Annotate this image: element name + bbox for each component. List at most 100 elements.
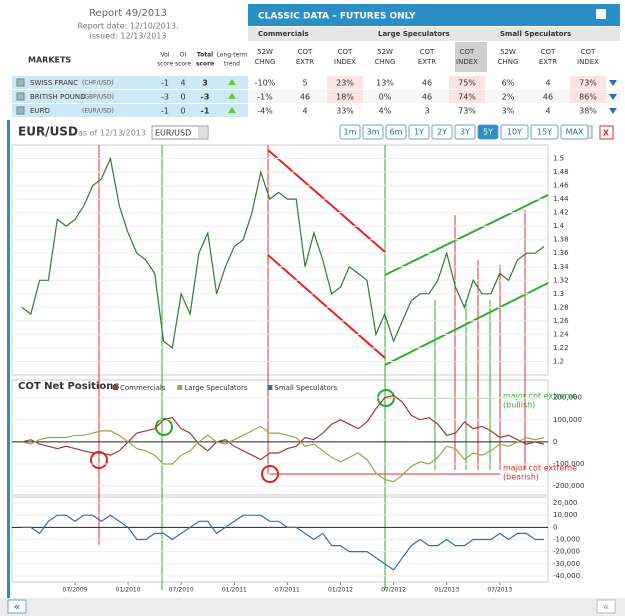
next-button[interactable] xyxy=(596,599,616,614)
x-tick-label: 01/2012 xyxy=(328,587,353,594)
table-cell: 4 xyxy=(545,79,550,88)
market-name[interactable]: EURO xyxy=(30,107,50,115)
table-cell: 4 xyxy=(302,107,307,116)
heat-cell xyxy=(327,104,363,117)
range-button[interactable] xyxy=(431,124,453,140)
y-tick-label: 1.42 xyxy=(553,209,569,217)
range-label[interactable]: 15Y xyxy=(537,128,552,137)
next-label[interactable]: « xyxy=(603,600,610,613)
markets-label: MARKETS xyxy=(28,56,71,65)
y-tick-label: 10,000 xyxy=(553,511,578,519)
series-line xyxy=(21,425,545,483)
market-pair: (EUR/USD) xyxy=(82,108,114,115)
table-cell: 0% xyxy=(379,93,392,102)
select-arrow[interactable] xyxy=(198,127,207,138)
extreme-circle xyxy=(155,418,173,436)
close-label[interactable]: X xyxy=(603,129,610,138)
y-tick-label: 1.2 xyxy=(553,357,564,365)
table-cell: 2% xyxy=(502,93,515,102)
sub-header: COT xyxy=(581,48,596,56)
range-label[interactable]: 1m xyxy=(344,128,357,137)
range-button[interactable] xyxy=(362,124,384,140)
y-tick-label: 1.22 xyxy=(553,344,569,352)
range-label[interactable]: 2Y xyxy=(437,128,447,137)
range-label[interactable]: 6m xyxy=(390,128,403,137)
table-cell: -3 xyxy=(161,93,169,102)
range-button[interactable] xyxy=(530,124,559,140)
sub-header: CHNG xyxy=(375,58,396,66)
close-button[interactable] xyxy=(599,125,614,140)
range-label[interactable]: 10Y xyxy=(507,128,522,137)
table-cell: 3 xyxy=(202,79,208,88)
table-cell: 46 xyxy=(422,79,432,88)
table-title: CLASSIC DATA – FUTURES ONLY xyxy=(258,12,416,22)
row-icon xyxy=(16,106,25,115)
table-cell: 0 xyxy=(180,93,185,102)
y-tick-label: 1.36 xyxy=(553,249,569,257)
row-menu[interactable] xyxy=(609,108,617,114)
range-button[interactable] xyxy=(385,124,407,140)
range-button[interactable] xyxy=(408,124,430,140)
range-label[interactable]: 1Y xyxy=(414,128,424,137)
as-of: as of 12/13/2013 xyxy=(78,129,146,138)
table-cell: -1% xyxy=(257,93,273,102)
y-tick-label: -200,000 xyxy=(553,482,584,490)
range-button[interactable] xyxy=(500,124,529,140)
prev-label[interactable]: « xyxy=(14,600,21,613)
select-value[interactable]: EUR/USD xyxy=(155,129,191,138)
report-title: Report 49/2013 xyxy=(89,8,167,19)
table-cell: -1 xyxy=(161,79,169,88)
report-date: Report date: 12/10/2013, xyxy=(78,22,179,31)
score-header: Long-term xyxy=(217,52,248,59)
y-tick-label: 1.46 xyxy=(553,182,569,190)
table-cell: 86% xyxy=(579,93,597,102)
table-cell: 73% xyxy=(458,107,476,116)
legend-swatch xyxy=(267,385,273,390)
trend-arrow xyxy=(228,107,236,113)
table-cell: 6% xyxy=(502,79,515,88)
sub-header: INDEX xyxy=(456,58,478,66)
heat-cell xyxy=(449,104,485,117)
market-name[interactable]: BRITISH POUND xyxy=(30,93,85,101)
table-cell: 73% xyxy=(579,79,597,88)
channel-line xyxy=(267,254,386,359)
table-cell: 13% xyxy=(376,79,394,88)
range-button[interactable] xyxy=(560,124,589,140)
sub-header: INDEX xyxy=(334,58,356,66)
trend-arrow xyxy=(228,93,236,99)
y-tick-label: 1.24 xyxy=(553,330,569,338)
row-menu[interactable] xyxy=(609,80,617,86)
range-button[interactable] xyxy=(477,124,499,140)
y-tick-label: 1.32 xyxy=(553,276,569,284)
channel-line xyxy=(384,194,549,276)
range-label[interactable]: 3m xyxy=(367,128,380,137)
sub-header: INDEX xyxy=(577,58,599,66)
score-header: score xyxy=(175,61,191,68)
row-bg xyxy=(12,104,248,117)
price-frame xyxy=(11,144,549,376)
print-icon[interactable] xyxy=(596,9,606,19)
market-pair: (GBP/USD) xyxy=(82,94,114,101)
heat-cell xyxy=(327,90,363,103)
y-tick-label: 200,000 xyxy=(553,394,582,402)
y-tick-label: -100,000 xyxy=(553,460,584,468)
bottom-bar xyxy=(0,598,625,616)
row-menu[interactable] xyxy=(609,94,617,100)
symbol-select[interactable] xyxy=(151,125,209,140)
range-label[interactable]: 3Y xyxy=(460,128,470,137)
range-button[interactable] xyxy=(339,124,361,140)
y-tick-label: 1.28 xyxy=(553,303,569,311)
score-header: score xyxy=(196,61,214,68)
prev-button[interactable] xyxy=(7,599,27,614)
trend-arrow xyxy=(228,79,236,85)
sub-header: COT xyxy=(460,48,475,56)
range-label[interactable]: 5Y xyxy=(483,128,493,137)
score-header: Total xyxy=(197,52,213,59)
table-cell: -1 xyxy=(201,107,210,116)
range-button[interactable] xyxy=(454,124,476,140)
table-cell: -3 xyxy=(201,93,210,102)
market-name[interactable]: SWISS FRANC xyxy=(30,79,78,87)
cot-frame xyxy=(11,379,549,496)
range-label[interactable]: MAX xyxy=(566,128,584,137)
